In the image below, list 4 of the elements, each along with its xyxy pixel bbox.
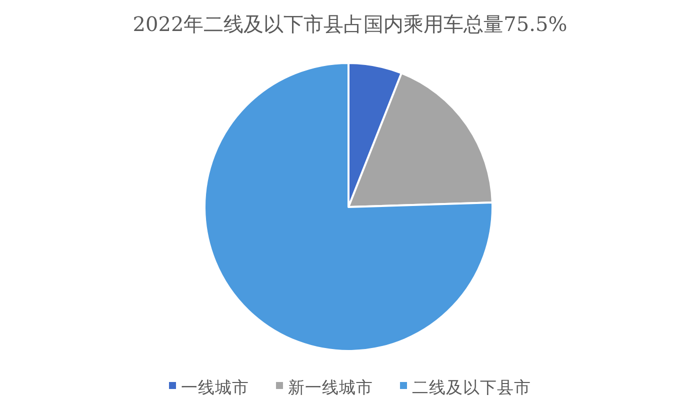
- legend-label: 新一线城市: [288, 378, 373, 397]
- legend-label: 二线及以下县市: [412, 378, 531, 397]
- title: 2022年二线及以下市县占国内乘用车总量75.5%: [132, 12, 568, 36]
- legend-label: 一线城市: [181, 378, 249, 397]
